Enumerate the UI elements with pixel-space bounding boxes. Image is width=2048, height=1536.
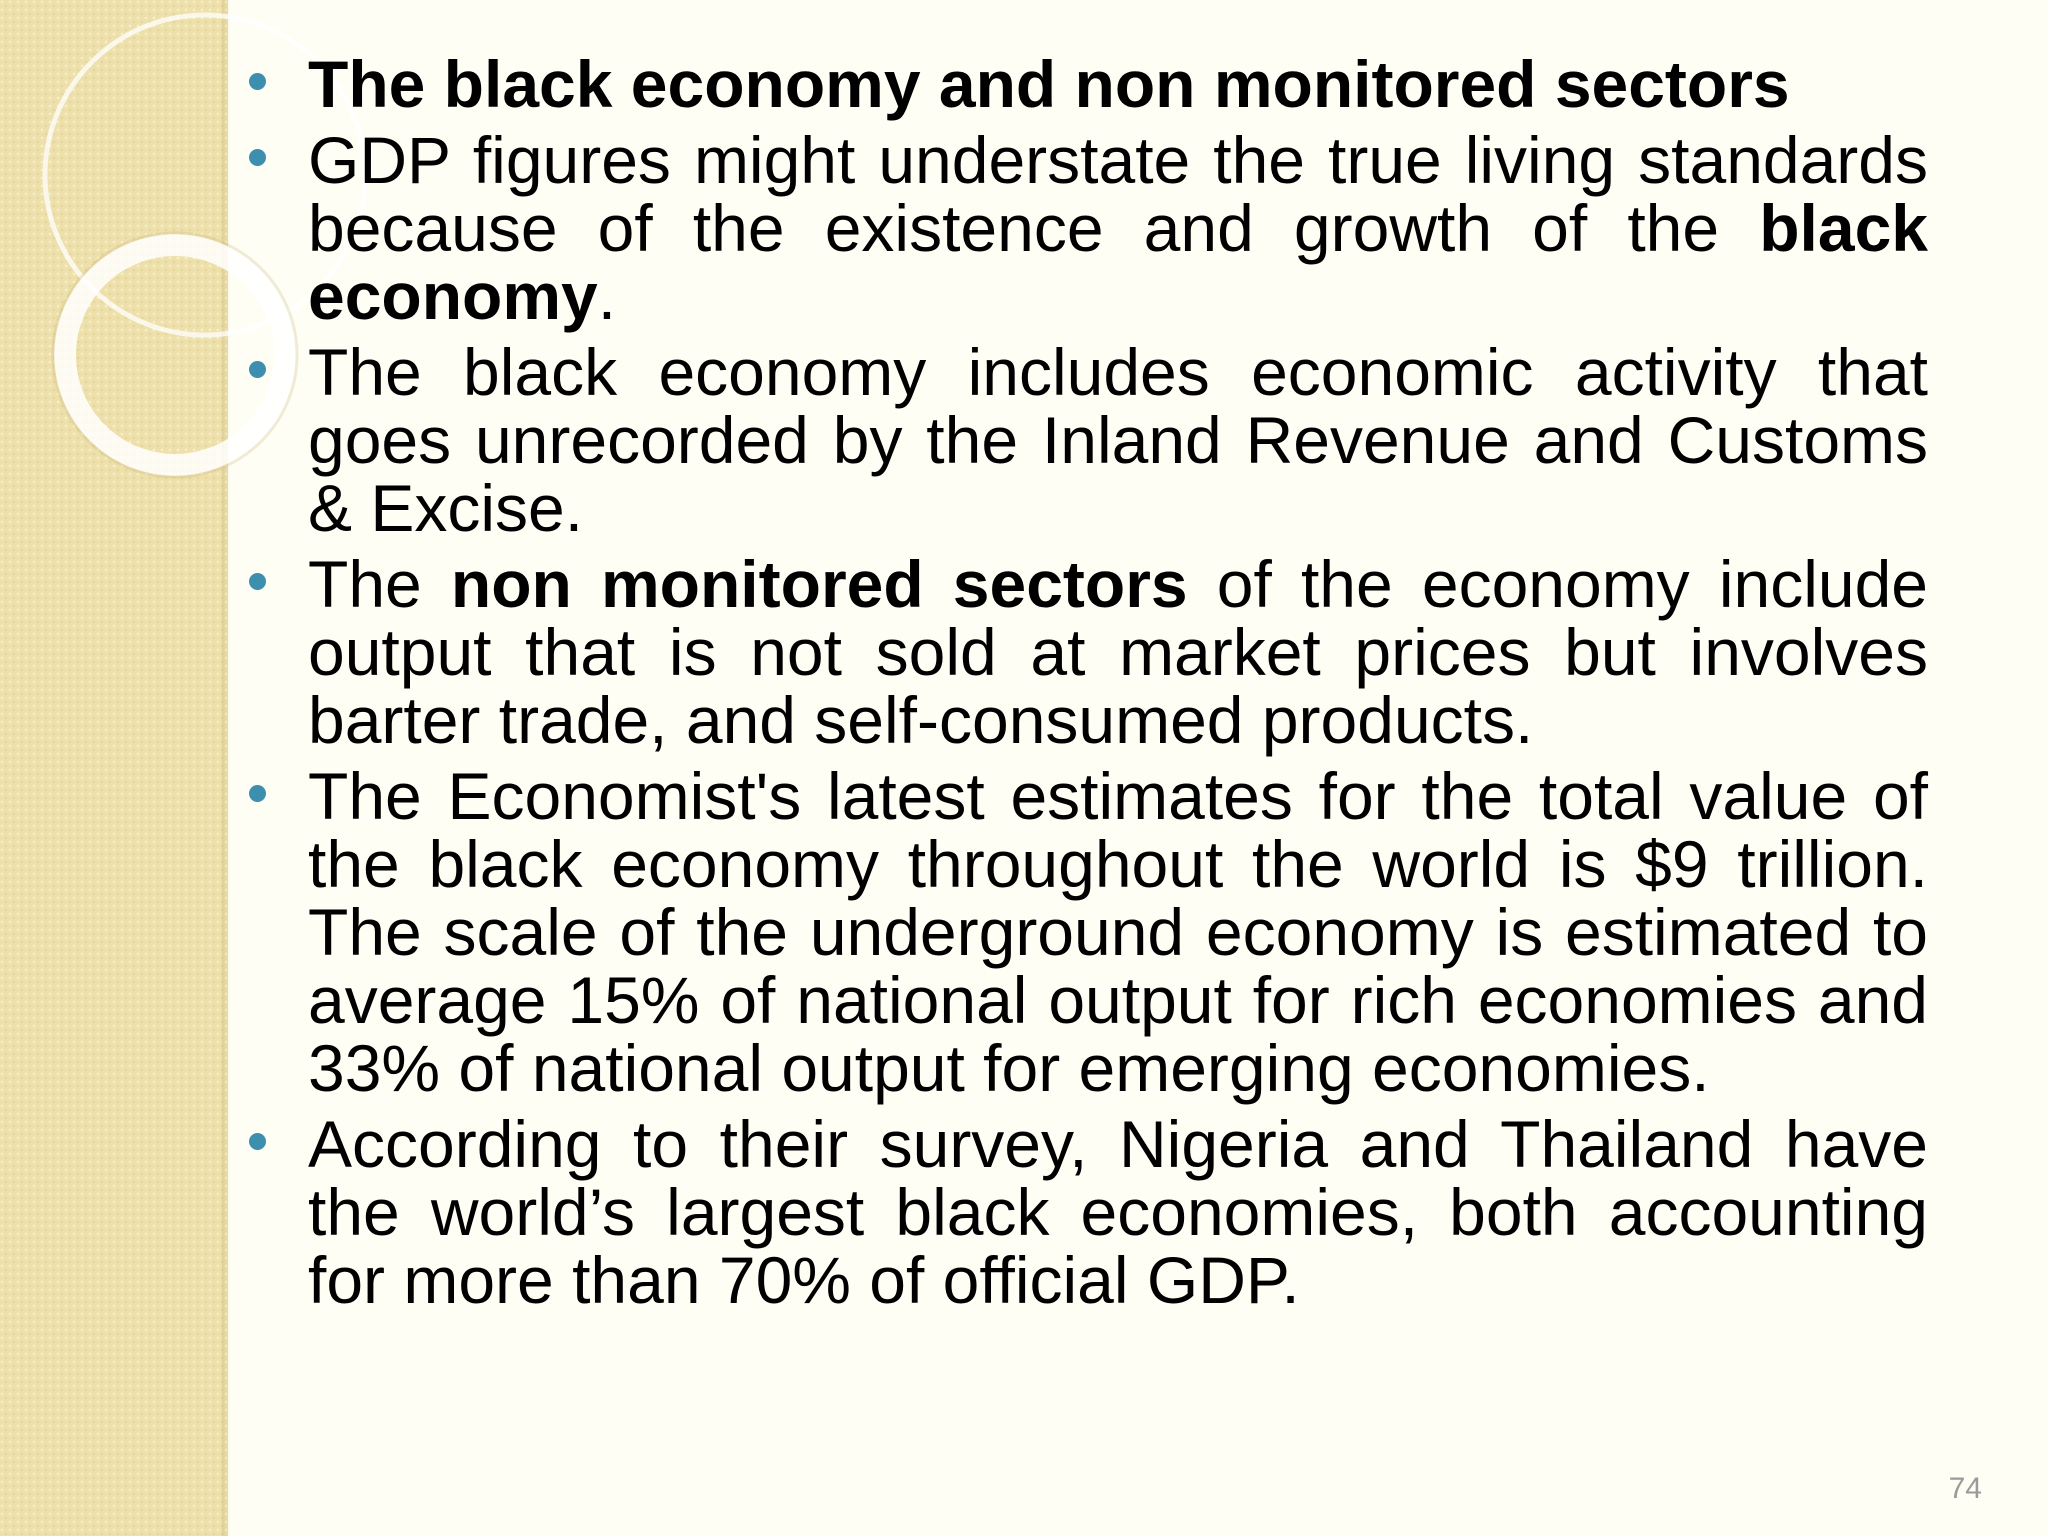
decorative-rings bbox=[42, 12, 368, 479]
bullet-dot-icon bbox=[249, 149, 266, 166]
bullet-text: The Economist's latest estimates for the… bbox=[308, 759, 1928, 1105]
decorative-ring-large bbox=[42, 12, 368, 338]
bullet-dot-icon bbox=[249, 361, 266, 378]
bullet-item-nigeria-thailand: According to their survey, Nigeria and T… bbox=[240, 1110, 1928, 1314]
bullet-text: of the economy include output that is no… bbox=[308, 547, 1928, 757]
bullet-dot-icon bbox=[249, 1133, 266, 1150]
bullet-bold-term: non monitored sectors bbox=[450, 547, 1188, 621]
bullet-text: According to their survey, Nigeria and T… bbox=[308, 1107, 1928, 1317]
decorative-ring-small-shadow bbox=[51, 231, 299, 479]
bullet-text: . bbox=[597, 259, 617, 333]
bullet-dot-icon bbox=[249, 573, 266, 590]
bullet-text: The bbox=[308, 547, 451, 621]
bullet-text: The black economy and non monitored sect… bbox=[308, 47, 1790, 121]
decorative-ring-small bbox=[54, 234, 296, 476]
bullet-item-title: The black economy and non monitored sect… bbox=[240, 50, 1928, 118]
bullet-bold-term: black economy bbox=[308, 191, 1928, 333]
bullet-text: The black economy includes economic acti… bbox=[308, 335, 1928, 545]
bullet-list: The black economy and non monitored sect… bbox=[240, 50, 1928, 1314]
side-band-edge bbox=[222, 0, 230, 1536]
bullet-item-economist-estimates: The Economist's latest estimates for the… bbox=[240, 762, 1928, 1102]
bullet-text: GDP figures might understate the true li… bbox=[308, 123, 1928, 265]
bullet-item-non-monitored-sectors: The non monitored sectors of the economy… bbox=[240, 550, 1928, 754]
bullet-item-black-economy-definition: The black economy includes economic acti… bbox=[240, 338, 1928, 542]
slide-content: The black economy and non monitored sect… bbox=[240, 50, 1928, 1322]
bullet-item-gdp-understate: GDP figures might understate the true li… bbox=[240, 126, 1928, 330]
bullet-dot-icon bbox=[249, 73, 266, 90]
bullet-dot-icon bbox=[249, 785, 266, 802]
slide-number: 74 bbox=[1948, 1472, 1982, 1505]
